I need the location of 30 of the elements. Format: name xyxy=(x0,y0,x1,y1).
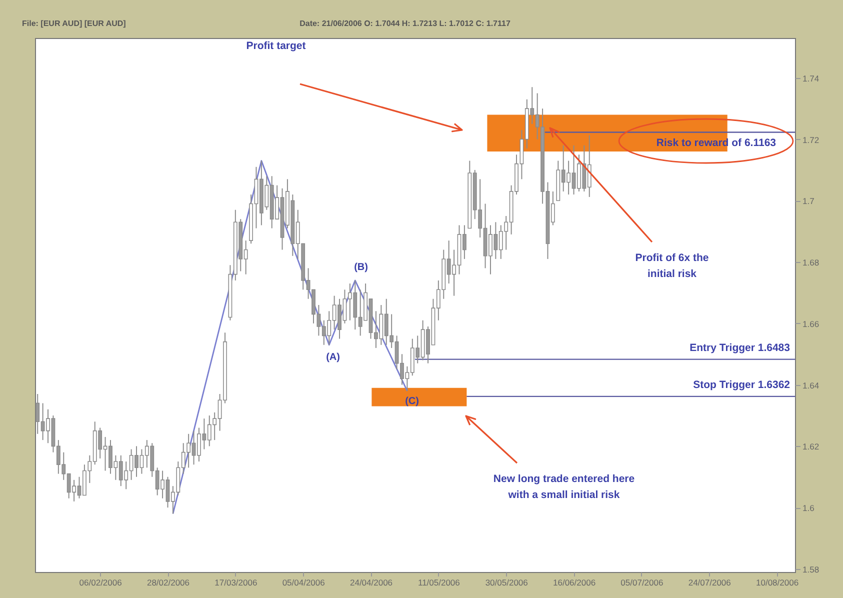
x-tick-label: 05/07/2006 xyxy=(620,578,664,588)
x-tick-label: 24/07/2006 xyxy=(688,578,732,588)
x-tick-label: 17/03/2006 xyxy=(214,578,258,588)
y-tick-label: 1.58 xyxy=(802,564,820,574)
x-tick-label: 05/04/2006 xyxy=(282,578,326,588)
y-tick-label: 1.72 xyxy=(802,134,820,145)
text: Date: 21/06/2006 O: 1.7044 H: 1.7213 L: 1.7012 C: 1.7117 xyxy=(300,19,511,28)
x-tick-label: 16/06/2006 xyxy=(552,578,596,588)
chart-title: File: [EUR AUD] [EUR AUD] xyxy=(22,19,126,28)
y-tick-label: 1.7 xyxy=(802,196,815,206)
x-tick-label: 06/02/2006 xyxy=(79,578,122,588)
annotation: (C) xyxy=(405,396,419,407)
annotation: (B) xyxy=(354,262,368,273)
y-tick-label: 1.62 xyxy=(802,442,820,452)
y-tick-label: 1.6 xyxy=(802,503,815,514)
annotation: (A) xyxy=(326,352,340,363)
annotation: Profit of 6x the initial risk xyxy=(635,252,709,280)
x-tick-label: 10/08/2006 xyxy=(756,578,799,588)
annotation: Profit target xyxy=(246,40,306,52)
x-tick-label: 30/05/2006 xyxy=(485,578,528,588)
ref-line-label: Stop Trigger 1.6362 xyxy=(693,379,790,391)
x-tick-label: 11/05/2006 xyxy=(418,578,460,588)
x-tick-label: 24/04/2006 xyxy=(350,578,393,588)
y-tick-label: 1.66 xyxy=(802,318,820,329)
y-tick-label: 1.74 xyxy=(802,73,820,84)
x-tick-label: 28/02/2006 xyxy=(146,578,190,588)
annotation: New long trade entered here with a small initial risk xyxy=(493,473,635,501)
y-tick-label: 1.68 xyxy=(802,258,820,268)
y-tick-label: 1.64 xyxy=(802,380,820,390)
ref-line-label: Entry Trigger 1.6483 xyxy=(690,342,790,354)
